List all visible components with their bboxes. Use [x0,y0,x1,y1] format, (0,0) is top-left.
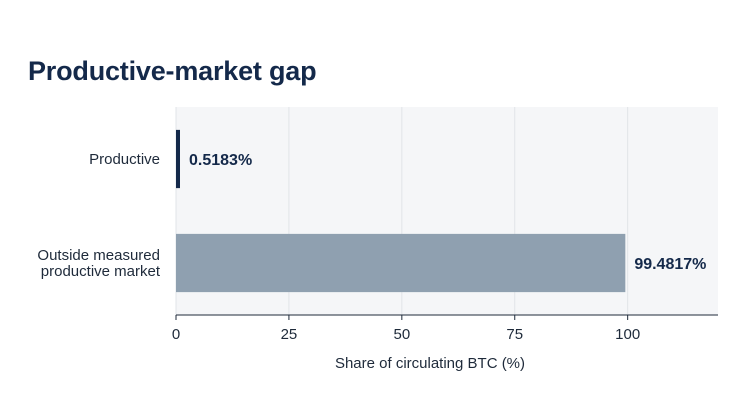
bar [176,233,626,293]
category-label: productive market [41,263,161,280]
x-axis-ticks: 0 25 50 75 100 [172,315,640,343]
x-tick-label: 50 [393,326,410,343]
x-tick-label: 75 [506,326,523,343]
bar [176,129,180,189]
x-tick-label: 100 [615,326,640,343]
x-axis-title: Share of circulating BTC (%) [335,355,525,372]
value-label: 0.5183% [189,152,252,169]
value-label: 99.4817% [634,256,706,273]
chart-title: Productive-market gap [28,56,317,86]
category-label: Outside measured [37,247,160,264]
bars [176,129,626,293]
category-label: Productive [89,151,160,168]
x-tick-label: 0 [172,326,180,343]
x-tick-label: 25 [281,326,298,343]
value-labels: 0.5183% 99.4817% [189,152,706,273]
